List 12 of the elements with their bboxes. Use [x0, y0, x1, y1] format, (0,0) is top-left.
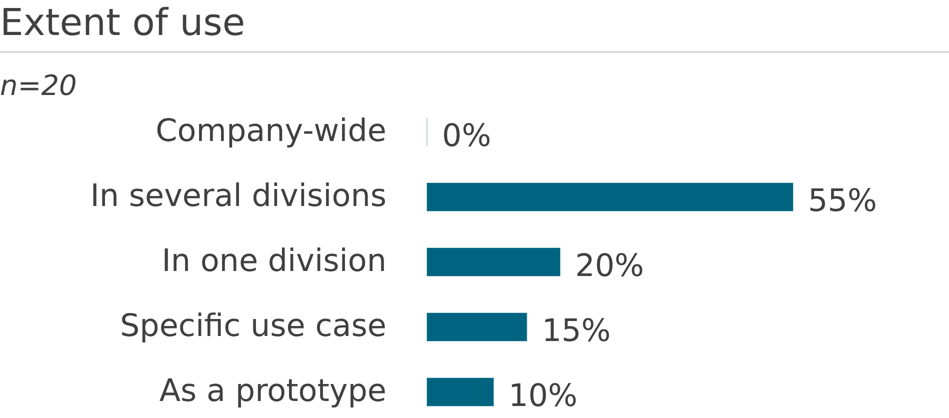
text: n=20: [0, 69, 77, 103]
y-tick-label: In several divisions: [90, 178, 386, 214]
data-label: 15%: [542, 312, 611, 349]
y-tick-label: As a prototype: [159, 372, 386, 409]
data-label: 0%: [442, 118, 492, 154]
text: Extent of use: [0, 1, 246, 45]
data-label: 20%: [575, 248, 644, 284]
data-label: 55%: [808, 183, 877, 220]
y-tick-label: In one division: [162, 243, 386, 279]
y-tick-label: Company-wide: [156, 113, 386, 150]
data-label: 10%: [508, 378, 578, 414]
y-tick-label: Specific use case: [120, 308, 386, 344]
